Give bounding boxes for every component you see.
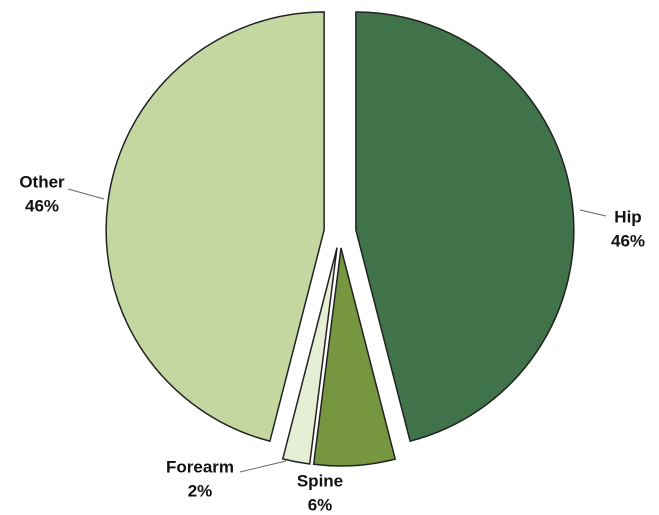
pie-slice: [312, 247, 397, 467]
pie-slice: [281, 247, 338, 465]
pie-slice: [105, 11, 325, 443]
slice-value-label: 46%: [25, 196, 59, 215]
slice-value-label: 46%: [611, 231, 645, 250]
pie-slice: [355, 11, 575, 443]
slice-value-label: 6%: [308, 495, 333, 514]
slice-value-label: 2%: [188, 481, 213, 500]
leader-line: [239, 460, 287, 473]
leader-line: [579, 209, 607, 217]
slice-label: Hip: [614, 207, 641, 226]
slice-label: Forearm: [166, 457, 234, 476]
slice-label: Other: [19, 172, 65, 191]
leader-line: [67, 188, 105, 200]
slice-label: Spine: [297, 471, 343, 490]
